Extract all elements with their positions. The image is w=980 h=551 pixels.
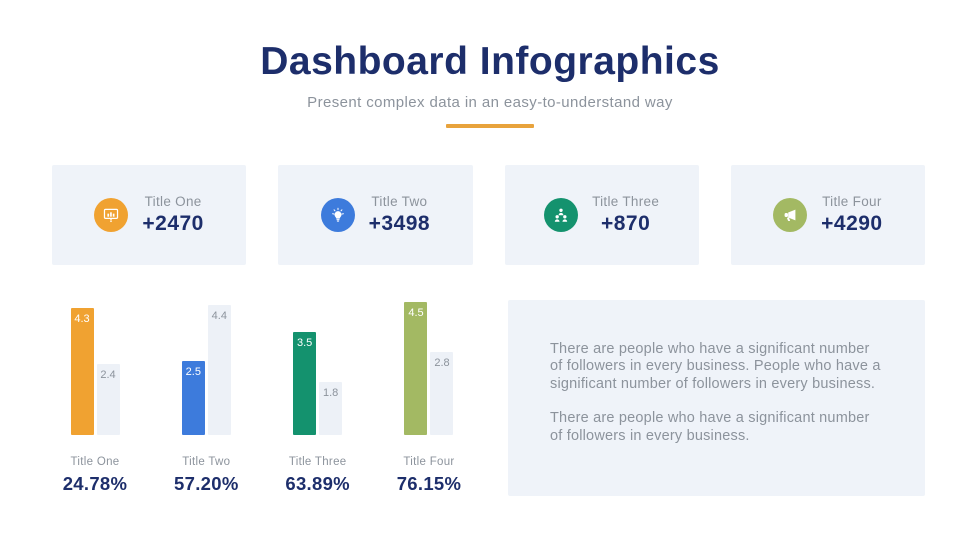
highlight-bar: 2.5: [181, 361, 205, 435]
chart-category-label: Title Four: [403, 456, 455, 468]
stat-value: +3498: [368, 212, 431, 235]
highlight-bar: 4.5: [404, 302, 428, 435]
chart-percent-value: 76.15%: [396, 473, 462, 494]
bar-value-label: 4.5: [408, 307, 424, 320]
stat-label: Title Two: [371, 194, 428, 209]
comparison-bar: 2.4: [96, 364, 120, 435]
stat-card: Title Two +3498: [278, 165, 473, 265]
bar-value-label: 4.4: [211, 310, 227, 323]
comparison-bar: 4.4: [207, 305, 231, 435]
bar-chart-group: 4.5 2.8 Title Four 76.15%: [386, 300, 472, 496]
text-panel: There are people who have a significant …: [508, 300, 925, 496]
stat-card-text: Title One +2470: [142, 194, 203, 236]
accent-divider: [446, 124, 534, 128]
bar-pair: 2.5 4.4: [181, 300, 231, 435]
stat-card: Title Four +4290: [730, 165, 925, 265]
stat-card-text: Title Four +4290: [821, 194, 882, 236]
bar-value-label: 2.8: [434, 357, 450, 370]
stat-label: Title Four: [822, 194, 882, 209]
bar-value-label: 3.5: [297, 336, 313, 349]
page-title: Dashboard Infographics: [260, 40, 720, 83]
bar-pair: 4.3 2.4: [70, 300, 120, 435]
panel-paragraph: There are people who have a significant …: [550, 410, 870, 444]
chart-percent-value: 63.89%: [285, 473, 350, 494]
bar-value-label: 1.8: [323, 386, 339, 399]
chart-category-label: Title One: [70, 456, 120, 468]
highlight-bar: 3.5: [293, 331, 317, 435]
org-chart-icon: [544, 198, 579, 232]
bar-value-label: 2.5: [185, 366, 201, 379]
stat-value: +4290: [821, 212, 883, 235]
bar-charts: 4.3 2.4 Title One 24.78% 2.5 4.4 Title Two 57.2…: [52, 300, 472, 496]
bar-chart-group: 3.5 1.8 Title Three 63.89%: [275, 300, 361, 496]
presentation-chart-icon: [94, 198, 129, 232]
comparison-bar: 1.8: [319, 381, 343, 435]
bar-pair: 3.5 1.8: [293, 300, 343, 435]
megaphone-icon: [773, 198, 808, 232]
chart-percent-value: 57.20%: [174, 473, 239, 494]
lightbulb-icon: [320, 198, 355, 232]
chart-percent-value: 24.78%: [62, 473, 128, 494]
header: Dashboard Infographics Present complex d…: [0, 0, 980, 128]
bar-chart-group: 4.3 2.4 Title One 24.78%: [52, 300, 138, 496]
bar-value-label: 2.4: [100, 369, 116, 382]
main-content: 4.3 2.4 Title One 24.78% 2.5 4.4 Title Two 57.2…: [52, 300, 925, 496]
stat-label: Title One: [144, 194, 202, 209]
stat-card-text: Title Two +3498: [369, 194, 430, 236]
stat-card: Title Three +870: [504, 165, 699, 265]
stats-row: Title One +2470 Title Two +3498 Title Three +…: [52, 165, 925, 265]
stat-value: +870: [600, 212, 651, 235]
chart-category-label: Title Two: [182, 456, 231, 468]
chart-category-label: Title Three: [288, 456, 347, 468]
bar-value-label: 4.3: [74, 313, 90, 326]
page-subtitle: Present complex data in an easy-to-under…: [307, 94, 673, 111]
stat-label: Title Three: [592, 194, 660, 209]
highlight-bar: 4.3: [70, 308, 94, 435]
bar-pair: 4.5 2.8: [404, 300, 454, 435]
stat-value: +2470: [142, 212, 204, 235]
stat-card-text: Title Three +870: [592, 194, 659, 236]
stat-card: Title One +2470: [52, 165, 247, 265]
comparison-bar: 2.8: [430, 352, 454, 435]
panel-paragraph: There are people who have a significant …: [550, 341, 881, 392]
bar-chart-group: 2.5 4.4 Title Two 57.20%: [163, 300, 249, 496]
